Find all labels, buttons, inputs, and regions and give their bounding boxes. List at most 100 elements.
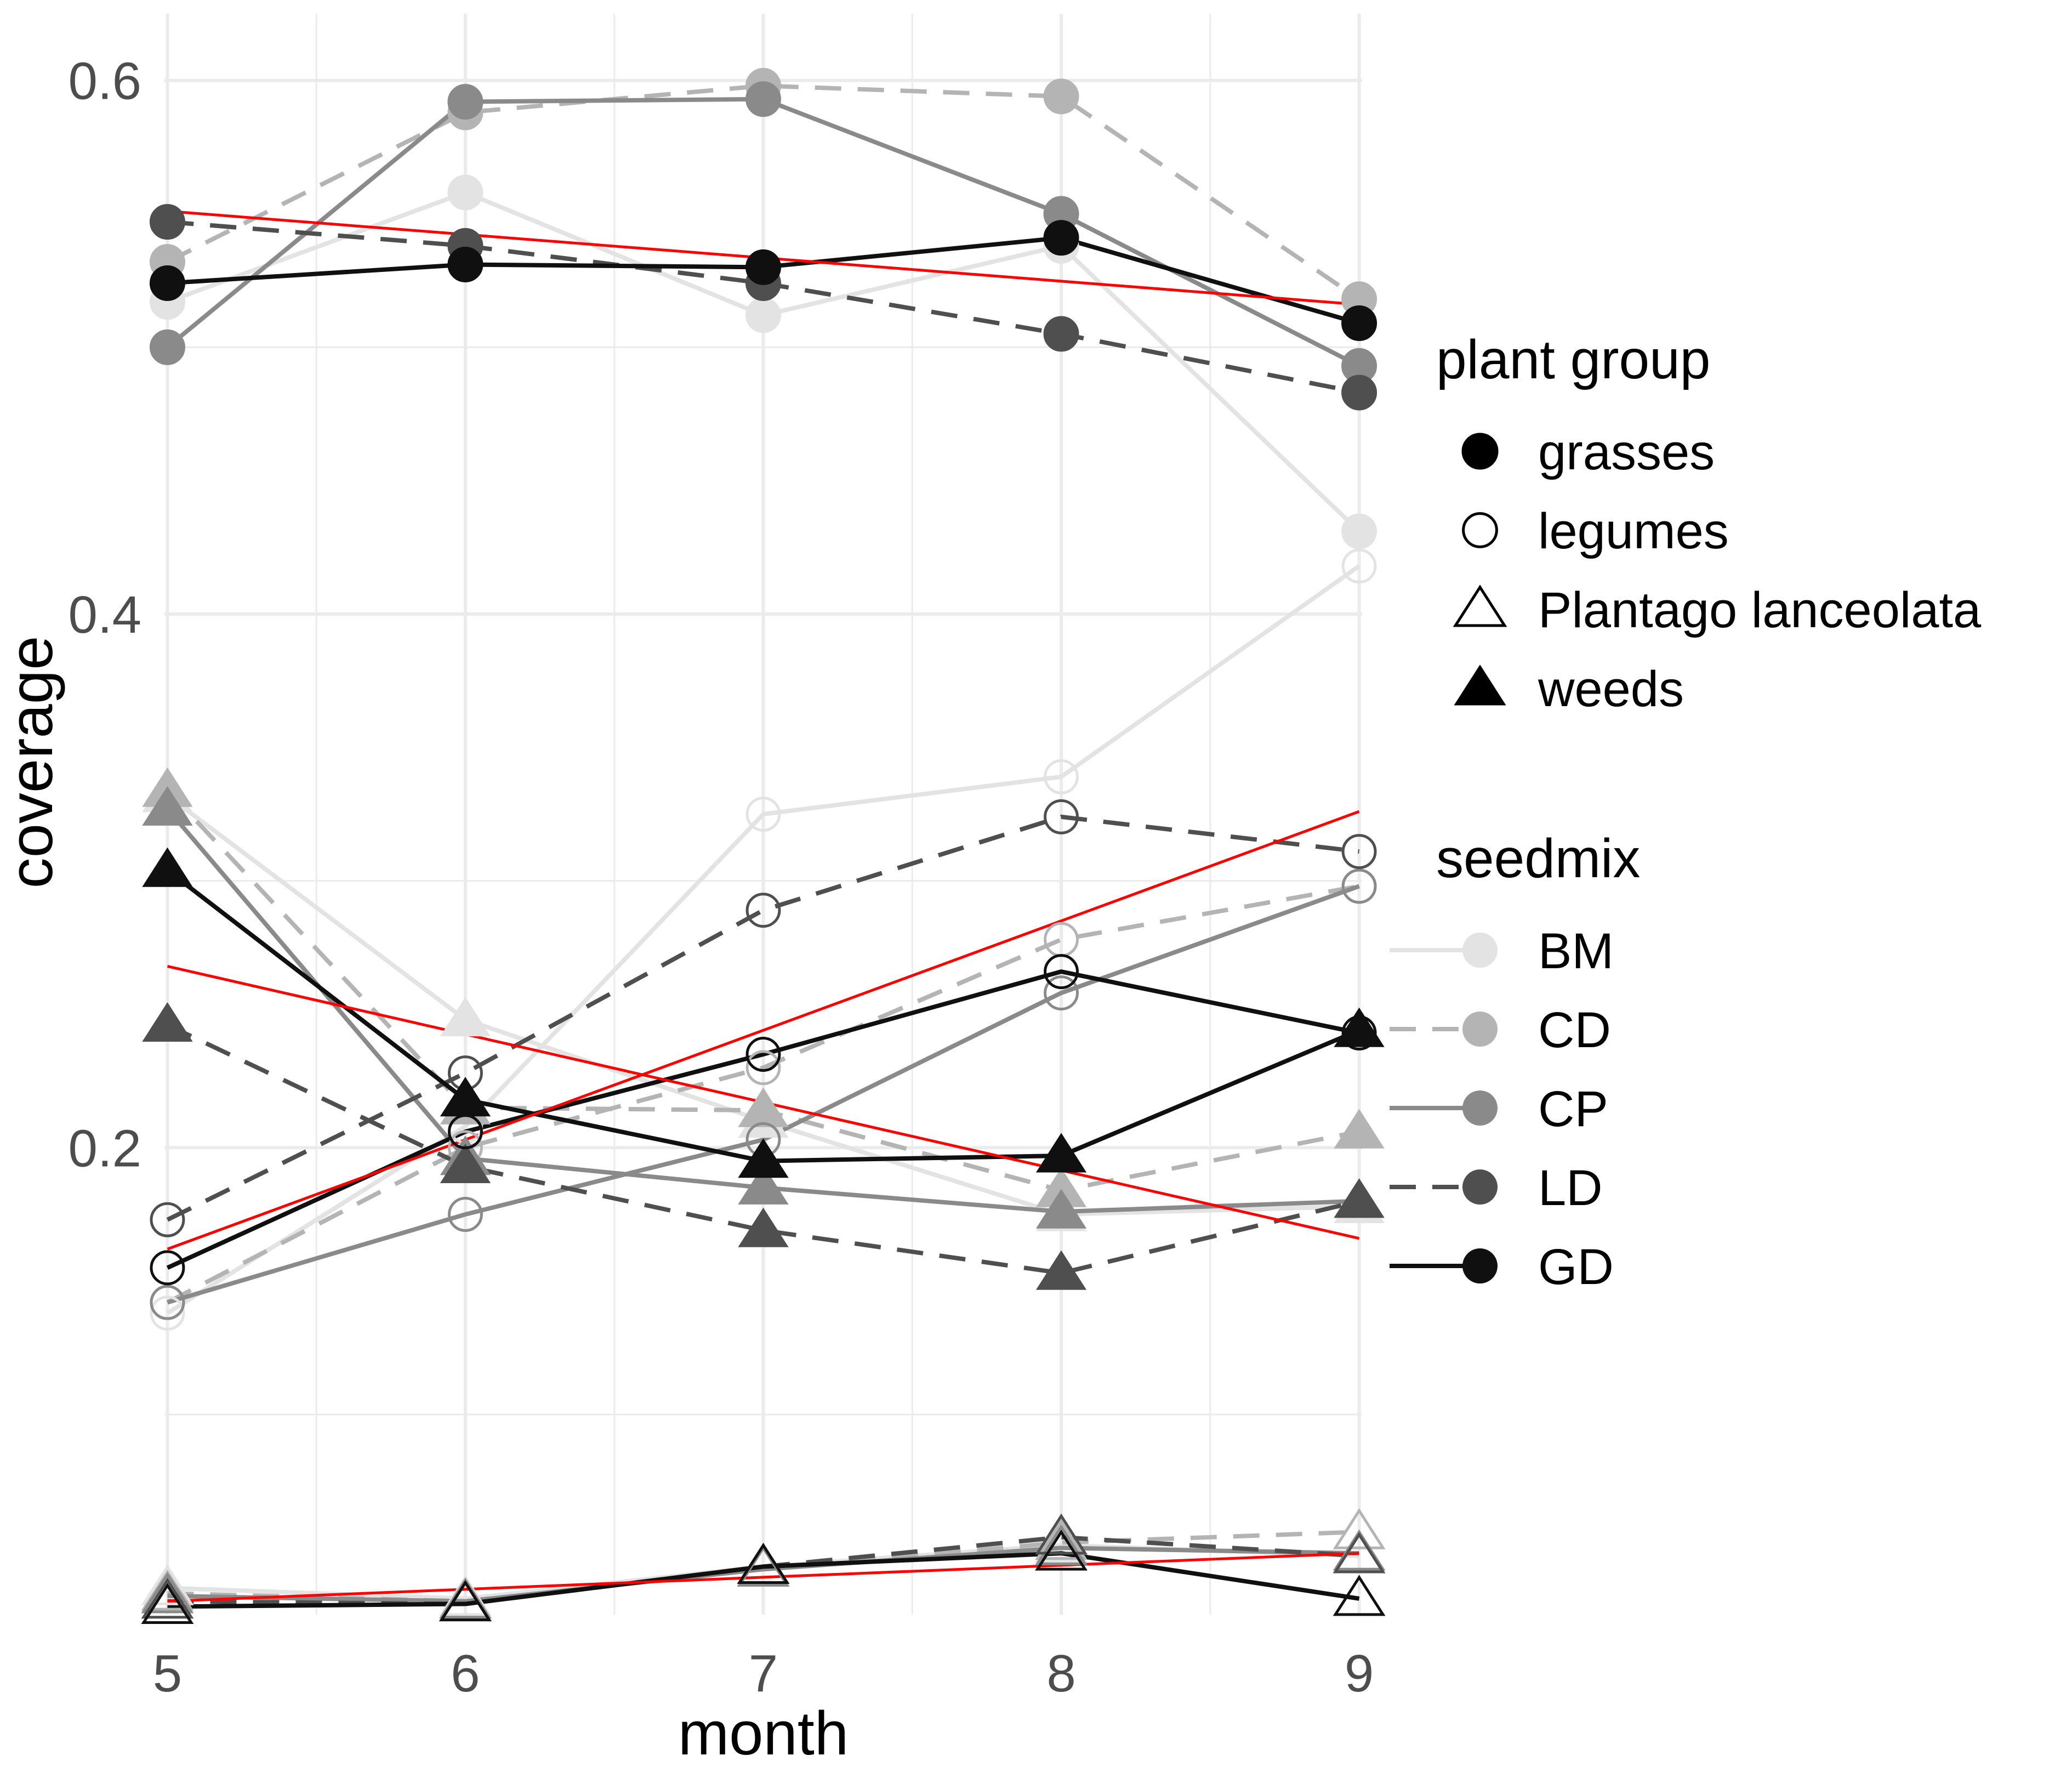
data-point	[1035, 1521, 1088, 1563]
data-point	[745, 1050, 781, 1086]
data-point	[1341, 374, 1377, 411]
data-point	[447, 174, 483, 211]
data-points	[141, 67, 1386, 1624]
legend-key-point	[1462, 1012, 1498, 1047]
legend-label: CD	[1538, 1002, 1611, 1058]
legend-label: weeds	[1538, 661, 1684, 717]
series-line	[166, 1023, 1360, 1276]
series-line	[166, 884, 1360, 1305]
legend-label: Plantago lanceolata	[1538, 582, 1982, 638]
legend-label: grasses	[1538, 424, 1715, 480]
axes: 0.2 0.4 0.6 5 6 7 8 9 month coverage	[0, 52, 1374, 1768]
legend-label: LD	[1538, 1160, 1603, 1216]
data-point	[1333, 1532, 1386, 1573]
x-tick-label: 7	[749, 1644, 778, 1703]
data-point	[447, 84, 483, 120]
series-line	[166, 814, 1360, 1222]
y-tick-label: 0.6	[69, 52, 141, 111]
data-point	[1035, 1513, 1088, 1555]
x-tick-label: 8	[1046, 1644, 1075, 1703]
data-point	[439, 1580, 492, 1622]
series-line	[167, 1530, 1359, 1604]
data-point	[150, 1296, 185, 1331]
series-line	[166, 83, 1361, 302]
data-point	[149, 204, 185, 240]
x-tick-label: 9	[1345, 1644, 1374, 1703]
data-point	[1341, 834, 1377, 870]
legend-key-point	[1462, 1090, 1498, 1126]
data-point	[142, 847, 193, 887]
data-point	[1035, 1189, 1087, 1229]
data-point	[1035, 1250, 1087, 1290]
data-point	[1044, 799, 1079, 834]
data-point	[1334, 1178, 1385, 1218]
data-point	[1043, 78, 1079, 115]
x-tick-label: 5	[153, 1644, 182, 1703]
data-point	[1334, 1109, 1385, 1149]
data-point	[738, 1087, 789, 1127]
data-point	[150, 1202, 185, 1237]
trend-line	[167, 1552, 1359, 1603]
legend-label: GD	[1538, 1239, 1614, 1295]
data-point	[1333, 1508, 1386, 1549]
data-point	[440, 1143, 491, 1183]
data-point	[1333, 1575, 1386, 1616]
data-point	[1341, 305, 1377, 342]
data-point	[439, 1575, 492, 1616]
series-line	[166, 564, 1361, 1315]
data-point	[141, 1564, 194, 1605]
data-point	[1341, 868, 1377, 904]
data-point	[745, 249, 781, 285]
data-point	[1333, 1529, 1386, 1571]
y-axis-title: coverage	[0, 636, 65, 889]
data-point	[745, 297, 781, 333]
data-point	[1035, 1519, 1088, 1560]
legend-label: CP	[1538, 1081, 1608, 1137]
data-point	[1035, 1529, 1088, 1571]
data-point	[141, 1577, 194, 1619]
data-point	[440, 997, 491, 1037]
data-point	[745, 81, 781, 117]
data-point	[440, 1077, 491, 1117]
data-point	[737, 1545, 790, 1587]
trend-line	[167, 810, 1360, 1251]
series-line	[167, 1546, 1359, 1604]
data-point	[142, 786, 193, 826]
legend-title-plant-group: plant group	[1436, 329, 1710, 390]
data-point	[142, 1002, 193, 1042]
data-point	[149, 329, 185, 365]
data-point	[1044, 759, 1079, 794]
y-tick-label: 0.2	[69, 1119, 141, 1178]
data-point	[1035, 1133, 1087, 1173]
data-point	[738, 1138, 789, 1178]
legend-key-weeds	[1454, 664, 1506, 706]
data-point	[1043, 316, 1079, 352]
data-point	[1341, 513, 1377, 549]
data-point	[447, 246, 483, 282]
legend-key-plantago-lanceolata	[1453, 584, 1507, 627]
data-point	[141, 1569, 194, 1611]
legend-label: legumes	[1538, 503, 1729, 559]
series-line	[167, 1551, 1360, 1609]
data-point	[1341, 548, 1377, 584]
series-line	[167, 1535, 1359, 1606]
legend: plant group grasses legumes Plantago lanceo…	[1390, 329, 1982, 1295]
data-point	[1035, 1524, 1088, 1565]
data-point	[737, 1543, 790, 1584]
data-point	[1334, 1007, 1385, 1047]
legend-key-point	[1462, 1248, 1498, 1283]
data-point	[448, 1197, 483, 1232]
data-point	[738, 1164, 789, 1205]
legend-key-point	[1462, 933, 1498, 968]
legend-label: BM	[1538, 923, 1614, 979]
data-point	[1043, 220, 1079, 256]
data-point	[150, 1285, 185, 1320]
data-point	[1044, 975, 1079, 1011]
y-tick-label: 0.4	[69, 586, 141, 644]
data-point	[439, 1577, 492, 1619]
data-point	[150, 1250, 185, 1286]
data-point	[738, 1207, 789, 1247]
x-tick-label: 6	[451, 1644, 480, 1703]
data-point	[1044, 954, 1079, 990]
